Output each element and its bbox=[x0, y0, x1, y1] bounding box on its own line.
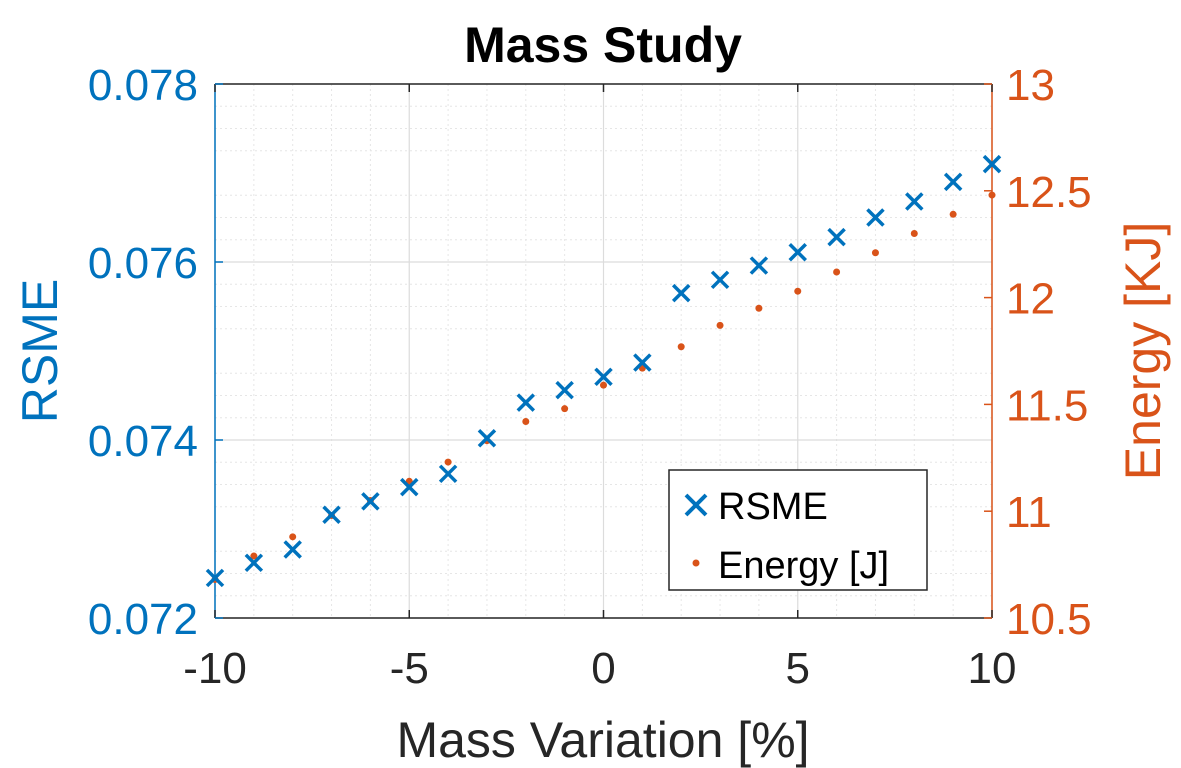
y-left-tick-label: 0.078 bbox=[88, 61, 198, 110]
y-right-tick-label: 10.5 bbox=[1006, 595, 1092, 644]
x-tick-label: 10 bbox=[968, 644, 1017, 693]
y-left-tick-label: 0.076 bbox=[88, 239, 198, 288]
energy-point bbox=[444, 458, 452, 466]
rsme-point bbox=[283, 540, 302, 559]
y-right-axis-label: Energy [KJ] bbox=[1115, 222, 1171, 480]
legend-label-rsme: RSME bbox=[718, 486, 828, 528]
x-axis-label: Mass Variation [%] bbox=[396, 712, 809, 768]
x-tick-label: 5 bbox=[786, 644, 810, 693]
y-left-tick-labels: 0.072 0.074 0.076 0.078 bbox=[88, 61, 198, 644]
y-right-tick-label: 12.5 bbox=[1006, 168, 1092, 217]
rsme-point bbox=[477, 428, 497, 448]
y-right-tick-label: 11.5 bbox=[1006, 381, 1088, 430]
y-right-tick-label: 11 bbox=[1006, 488, 1052, 537]
legend: RSME Energy [J] bbox=[668, 469, 928, 591]
series-rsme bbox=[205, 154, 1002, 588]
legend-box bbox=[668, 469, 928, 591]
rsme-point bbox=[671, 283, 691, 303]
rsme-point bbox=[594, 367, 613, 387]
energy-point bbox=[250, 552, 258, 560]
rsme-point bbox=[827, 227, 846, 247]
rsme-point bbox=[516, 393, 536, 412]
y-left-axis-label: RSME bbox=[12, 279, 68, 423]
rsme-point bbox=[710, 270, 730, 290]
energy-point bbox=[794, 287, 802, 295]
rsme-point bbox=[438, 464, 458, 484]
rsme-point bbox=[244, 553, 264, 573]
y-right-tick-label: 12 bbox=[1006, 275, 1055, 324]
rsme-point bbox=[633, 353, 652, 372]
legend-marker-energy bbox=[692, 559, 700, 567]
chart-title: Mass Study bbox=[464, 17, 742, 73]
rsme-point bbox=[905, 192, 924, 211]
rsme-point bbox=[555, 380, 574, 400]
energy-point bbox=[522, 417, 530, 425]
energy-point bbox=[677, 343, 685, 351]
energy-point bbox=[949, 210, 957, 218]
rsme-point bbox=[749, 256, 769, 275]
energy-point bbox=[833, 268, 841, 276]
x-tick-label: 0 bbox=[591, 644, 615, 693]
rsme-point bbox=[943, 172, 963, 192]
legend-marker-rsme bbox=[684, 493, 708, 517]
energy-point bbox=[289, 533, 297, 541]
y-right-tick-label: 13 bbox=[1006, 61, 1055, 110]
rsme-point bbox=[361, 492, 380, 511]
rsme-point bbox=[788, 242, 807, 262]
x-tick-label: -10 bbox=[183, 644, 247, 693]
rsme-point bbox=[400, 477, 419, 497]
energy-point bbox=[988, 191, 996, 199]
energy-point bbox=[910, 230, 918, 238]
energy-point bbox=[871, 249, 879, 257]
rsme-point bbox=[982, 154, 1002, 174]
energy-point bbox=[600, 381, 607, 389]
rsme-point bbox=[866, 208, 885, 227]
energy-point bbox=[716, 321, 724, 329]
energy-point bbox=[561, 405, 569, 413]
legend-label-energy: Energy [J] bbox=[718, 545, 889, 587]
y-right-tick-labels: 10.5 11 11.5 12 12.5 13 bbox=[1006, 61, 1092, 644]
y-left-tick-label: 0.072 bbox=[88, 595, 198, 644]
rsme-point bbox=[205, 568, 225, 588]
y-left-tick-label: 0.074 bbox=[88, 417, 198, 466]
axes bbox=[214, 83, 993, 619]
x-tick-labels: -10 -5 0 5 10 bbox=[183, 644, 1016, 693]
x-tick-label: -5 bbox=[390, 644, 429, 693]
rsme-point bbox=[322, 505, 341, 524]
energy-point bbox=[755, 304, 763, 312]
